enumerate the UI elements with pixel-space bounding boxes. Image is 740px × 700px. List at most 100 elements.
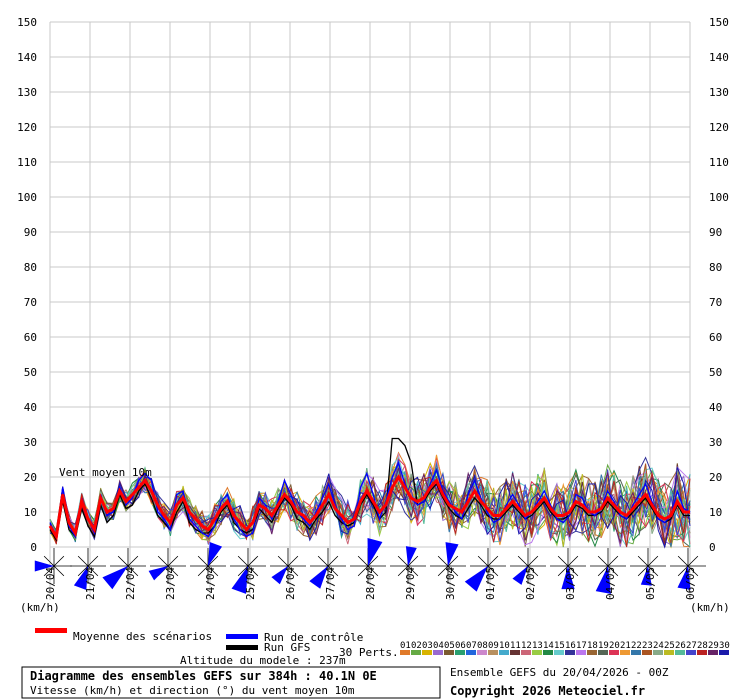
pert-legend-label: 22 [631, 641, 642, 651]
wind-rose-wedge [677, 566, 691, 590]
wind-rose-spoke [597, 555, 609, 567]
pert-legend-swatch [543, 650, 553, 655]
pert-legend-swatch [609, 650, 619, 655]
x-tick-label: 06/05 [684, 567, 697, 600]
wind-rose-spoke [127, 565, 139, 577]
wind-rose-spoke [447, 555, 459, 567]
pert-legend-label: 21 [620, 641, 631, 651]
wind-rose-spoke [637, 555, 649, 567]
pert-legend-swatch [708, 650, 718, 655]
wind-rose-spoke [437, 555, 449, 567]
pert-legend-swatch [499, 650, 509, 655]
y-unit-left: (km/h) [20, 601, 60, 614]
pert-legend-label: 24 [653, 641, 664, 651]
pert-legend-swatch [477, 650, 487, 655]
y-tick-label-right: 150 [709, 16, 729, 29]
wind-rose-spoke [677, 565, 689, 577]
wind-rose-wedge [271, 566, 288, 585]
pert-legend-label: 18 [587, 641, 598, 651]
wind-rose [34, 548, 72, 584]
wind-rose-spoke [437, 565, 449, 577]
wind-rose [270, 548, 306, 585]
wind-rose-spoke [527, 565, 539, 577]
x-tick-label: 02/05 [524, 567, 537, 600]
pert-legend-label: 29 [708, 641, 719, 651]
y-tick-label-left: 100 [17, 191, 37, 204]
y-tick-label-left: 130 [17, 86, 37, 99]
wind-rose-wedge [367, 538, 383, 566]
legend-swatch-gfs [226, 645, 258, 650]
wind-rose-spoke [397, 555, 409, 567]
pert-legend-label: 10 [499, 641, 510, 651]
wind-rose [390, 546, 426, 584]
pert-legend-label: 20 [609, 641, 620, 651]
y-tick-label-right: 30 [709, 436, 722, 449]
y-tick-label-left: 60 [24, 331, 37, 344]
x-tick-label: 25/04 [244, 567, 257, 600]
wind-rose-spoke [567, 565, 579, 577]
pert-legend-label: 30 [719, 641, 730, 651]
x-tick-label: 24/04 [204, 567, 217, 600]
y-tick-label-right: 140 [709, 51, 729, 64]
wind-rose-spoke [327, 555, 339, 567]
wind-rose-spoke [367, 555, 379, 567]
x-tick-label: 04/05 [604, 567, 617, 600]
pert-legend-label: 09 [488, 641, 499, 651]
y-tick-label-left: 50 [24, 366, 37, 379]
wind-rose-spoke [527, 555, 539, 567]
pert-legend-label: 12 [521, 641, 532, 651]
wind-rose [550, 548, 586, 590]
pert-legend-label: 01 [400, 641, 411, 651]
legend-label-perts: 30 Perts. [339, 646, 399, 659]
wind-rose-wedge [464, 566, 488, 592]
wind-direction-roses [34, 538, 706, 594]
x-tick-label: 21/04 [84, 567, 97, 600]
wind-rose-wedge [34, 560, 54, 572]
pert-legend-swatch [686, 650, 696, 655]
pert-legend-swatch [587, 650, 597, 655]
wind-rose-wedge [405, 546, 417, 566]
y-tick-label-left: 90 [24, 226, 37, 239]
y-tick-label-right: 50 [709, 366, 722, 379]
wind-rose-spoke [597, 565, 609, 577]
pert-legend-swatch [422, 650, 432, 655]
y-tick-label-left: 150 [17, 16, 37, 29]
y-tick-label-left: 20 [24, 471, 37, 484]
pert-legend-swatch [466, 650, 476, 655]
x-tick-label: 26/04 [284, 567, 297, 600]
y-tick-label-right: 80 [709, 261, 722, 274]
wind-rose-spoke [367, 565, 379, 577]
wind-rose-spoke [487, 555, 499, 567]
wind-rose-wedge [208, 542, 223, 566]
series-label: Vent moyen 10m [59, 466, 152, 479]
wind-rose-wedge [102, 566, 128, 590]
pert-legend-label: 11 [510, 641, 521, 651]
wind-rose [630, 548, 666, 586]
pert-legend-label: 28 [697, 641, 708, 651]
pert-legend-label: 26 [675, 641, 686, 651]
wind-rose-wedge [309, 566, 328, 589]
pert-legend-label: 04 [433, 641, 444, 651]
wind-rose-spoke [607, 555, 619, 567]
pert-legend-label: 06 [455, 641, 466, 651]
y-tick-label-right: 90 [709, 226, 722, 239]
y-unit-right: (km/h) [690, 601, 730, 614]
wind-rose-spoke [43, 565, 55, 577]
wind-rose-spoke [687, 565, 699, 577]
wind-rose-spoke [87, 565, 99, 577]
wind-rose-spoke [77, 565, 89, 577]
wind-rose-spoke [287, 565, 299, 577]
series-line-control [49, 461, 691, 539]
wind-rose-spoke [407, 565, 419, 577]
wind-rose-spoke [247, 565, 259, 577]
wind-rose-spoke [197, 565, 209, 577]
pert-legend-swatch [664, 650, 674, 655]
wind-rose-spoke [677, 555, 689, 567]
y-tick-label-left: 110 [17, 156, 37, 169]
pert-legend-swatch [653, 650, 663, 655]
wind-rose-wedge [640, 566, 652, 586]
wind-rose-spoke [247, 555, 259, 567]
wind-rose-spoke [87, 555, 99, 567]
wind-rose-spoke [517, 555, 529, 567]
